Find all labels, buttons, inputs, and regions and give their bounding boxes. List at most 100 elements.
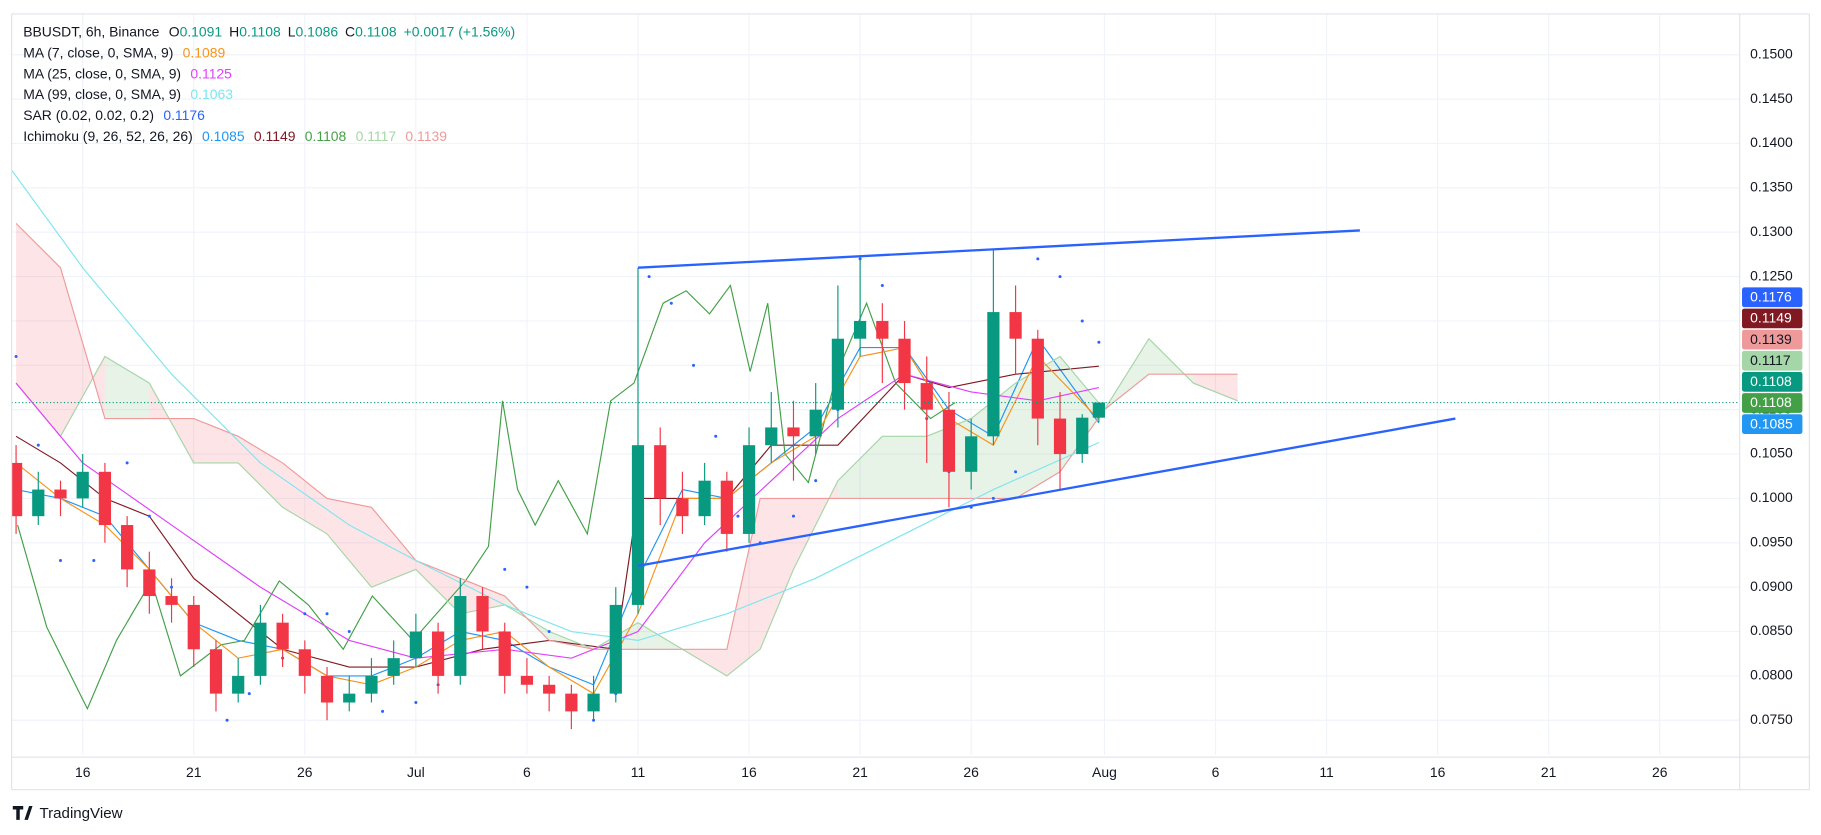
- ohlc-value: 0.1108: [239, 23, 281, 39]
- price-tag-label: 0.1149: [1750, 310, 1792, 326]
- indicator-value: 0.1176: [163, 107, 205, 123]
- cloud-segment: [327, 498, 372, 588]
- sar-dot: [303, 612, 307, 616]
- candle-body: [631, 445, 645, 605]
- candle-body: [942, 409, 956, 472]
- price-tag-label: 0.1085: [1750, 415, 1793, 431]
- legend: BBUSDT, 6h, Binance O0.1091 H0.1108 L0.1086…: [23, 23, 515, 144]
- x-tick-label: 21: [186, 764, 202, 780]
- candle-body: [987, 312, 1000, 437]
- ohlc-label: O: [169, 23, 180, 39]
- cloud-segment: [193, 418, 239, 463]
- x-tick-label: 26: [1652, 764, 1668, 780]
- x-tick-label: 11: [1319, 764, 1334, 780]
- candle-body: [698, 480, 711, 517]
- indicator-value: 0.1085: [202, 128, 245, 144]
- ohlc-value: 0.1086: [295, 23, 338, 39]
- y-tick-label: 0.1000: [1750, 489, 1793, 505]
- y-tick-label: 0.0950: [1750, 533, 1793, 549]
- ichimoku-line: [15, 222, 1238, 650]
- trend-line: [637, 229, 1360, 269]
- sar-dot: [125, 461, 129, 465]
- cloud-segment: [371, 507, 416, 588]
- sar-dot: [814, 479, 818, 483]
- x-tick-label: 21: [852, 764, 868, 780]
- x-tick-label: 6: [1212, 764, 1220, 780]
- candle-body: [831, 338, 845, 410]
- candle-body: [854, 320, 867, 339]
- indicator-value: 0.1125: [190, 65, 232, 81]
- x-tick-label: Aug: [1092, 764, 1117, 780]
- candle-body: [276, 622, 289, 650]
- candle-body: [76, 471, 89, 499]
- price-tag: [1742, 371, 1803, 392]
- cloud-segment: [726, 498, 761, 676]
- price-tag-label: 0.1117: [1750, 352, 1791, 368]
- cloud-segment: [104, 356, 150, 419]
- legend-item: SAR (0.02, 0.02, 0.2) 0.1176: [23, 107, 205, 123]
- candle-body: [587, 693, 600, 712]
- candle-body: [320, 675, 334, 703]
- candle-body: [876, 320, 889, 339]
- sar-dot: [547, 630, 551, 634]
- candle-body: [187, 604, 200, 650]
- change: +0.0017 (+1.56%): [404, 23, 515, 39]
- cloud-segment: [1104, 338, 1149, 410]
- ohlc-label: C: [345, 23, 355, 39]
- candle-body: [209, 649, 223, 694]
- candle-body: [409, 631, 422, 659]
- moving-average: [15, 373, 1100, 659]
- cloud-segment: [16, 223, 61, 437]
- y-tick-label: 0.1400: [1750, 134, 1793, 150]
- candle-body: [32, 489, 45, 517]
- candle-body: [676, 498, 689, 517]
- x-tick-label: Jul: [407, 764, 425, 780]
- candle-body: [165, 596, 178, 605]
- candle-body: [54, 489, 67, 499]
- cloud-segment: [593, 622, 638, 650]
- candle-body: [298, 649, 311, 676]
- x-tick-label: 6: [523, 764, 531, 780]
- y-tick-label: 0.0900: [1750, 578, 1793, 594]
- indicator-value: 0.1117: [356, 128, 397, 144]
- sar-dot: [647, 275, 651, 279]
- candle-body: [965, 436, 978, 472]
- price-tag-label: 0.1176: [1750, 289, 1792, 305]
- sar-dot: [381, 709, 385, 713]
- indicator-value: 0.1139: [405, 128, 447, 144]
- candle-body: [11, 462, 23, 517]
- ichimoku-line: [15, 365, 1099, 668]
- legend-item: Ichimoku (9, 26, 52, 26, 26) 0.1085 0.1149…: [23, 128, 447, 144]
- cloud-segment: [238, 436, 283, 508]
- candle-body: [787, 427, 800, 437]
- price-tag: [1742, 329, 1803, 350]
- plot-area: [11, 169, 1740, 730]
- price-tag: [1742, 393, 1803, 413]
- sar-dot: [414, 701, 418, 705]
- legend-item: MA (25, close, 0, SMA, 9) 0.1125: [23, 65, 232, 81]
- cloud-segment: [837, 436, 883, 499]
- sar-dot: [1036, 257, 1040, 261]
- sar-dot: [247, 692, 251, 696]
- brand: TradingView: [39, 805, 122, 822]
- y-tick-label: 0.1050: [1750, 445, 1793, 461]
- candle-body: [1092, 402, 1105, 418]
- sar-dot: [1097, 340, 1101, 344]
- sar-dot: [736, 514, 740, 518]
- x-tick-label: 11: [631, 764, 646, 780]
- ohlc-label: H: [229, 23, 239, 39]
- x-tick-label: 16: [75, 764, 91, 780]
- candle-body: [809, 409, 822, 437]
- candle-body: [520, 675, 534, 685]
- ohlc-value: 0.1108: [355, 23, 397, 39]
- x-tick-label: 26: [963, 764, 979, 780]
- cloud-segment: [882, 436, 927, 499]
- candle-body: [98, 471, 112, 526]
- price-tag: [1742, 287, 1803, 308]
- candle-body: [742, 445, 756, 534]
- sar-dot: [325, 612, 329, 616]
- candle-body: [143, 569, 156, 597]
